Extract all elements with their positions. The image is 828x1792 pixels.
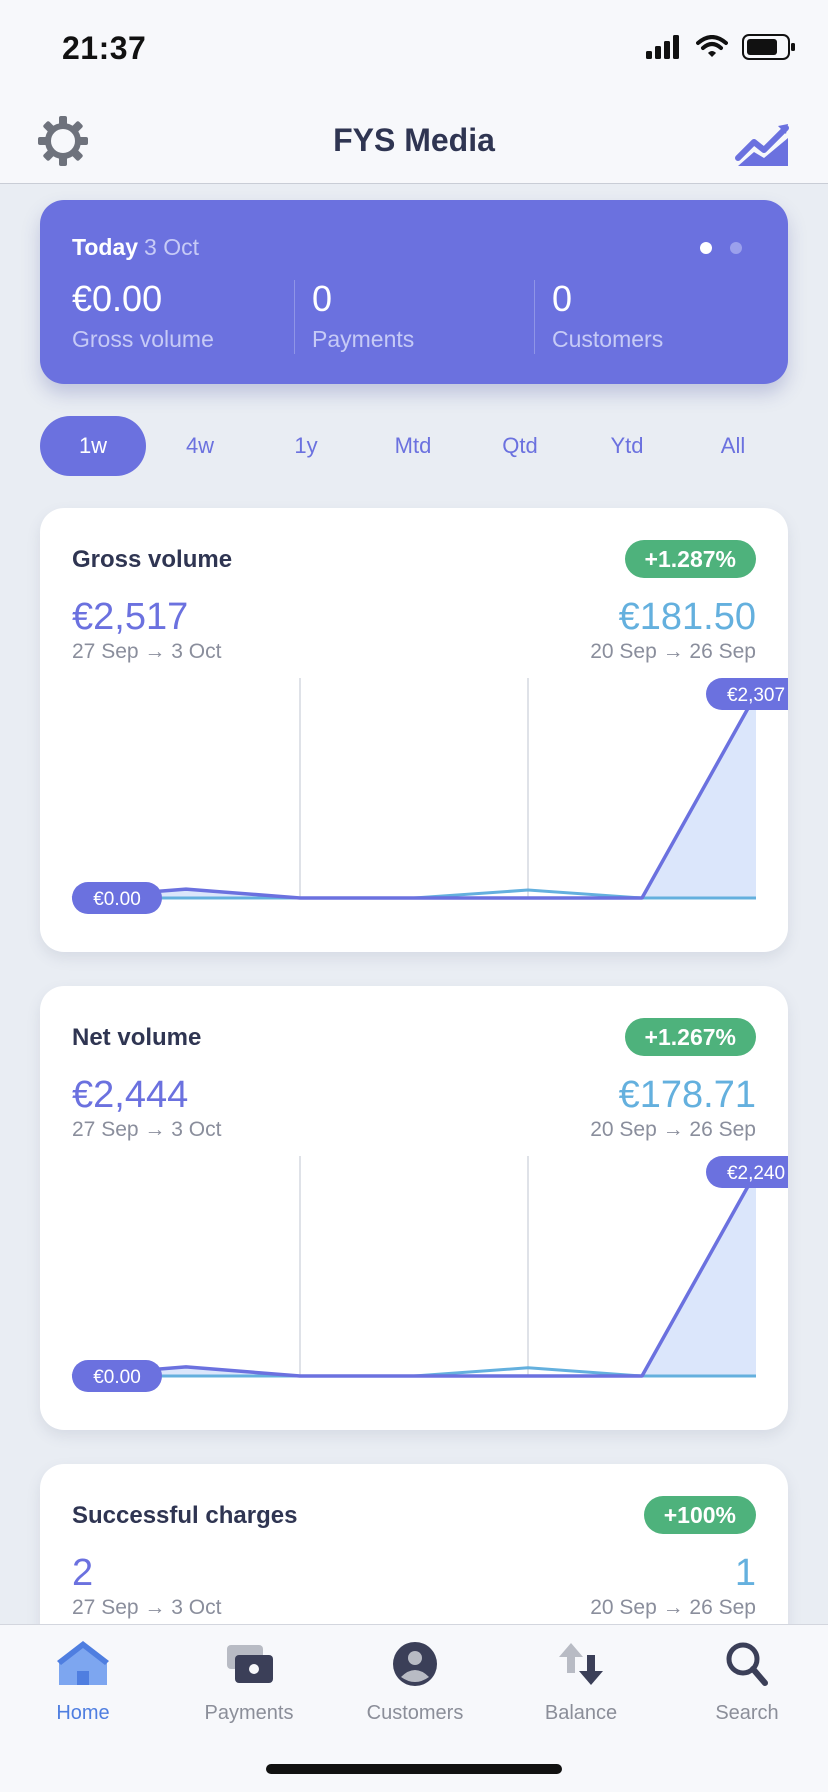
page-indicator <box>700 242 742 254</box>
min-label: €0.00 <box>93 889 141 910</box>
tab-label: Balance <box>544 1702 618 1724</box>
tab-payments[interactable]: Payments <box>166 1639 332 1725</box>
min-label-pill <box>72 1360 162 1392</box>
home-icon <box>57 1641 109 1685</box>
current-range: 27 Sep → 3 Oct <box>72 1596 222 1619</box>
metric-label: Payments <box>312 326 415 352</box>
tab-1w[interactable]: 1w <box>40 416 146 476</box>
summary-gross-volume: €0.00 Gross volume <box>72 278 214 353</box>
summary-payments: 0 Payments <box>312 278 414 353</box>
battery-icon <box>742 34 795 60</box>
tab-balance[interactable]: Balance <box>498 1639 664 1725</box>
max-label: €2,240 <box>727 1163 785 1184</box>
net-volume-card[interactable]: Net volume +1.267% €2,444 €178.71 27 Sep… <box>40 986 788 1430</box>
metric-value: 0 <box>552 278 573 319</box>
change-badge: +1.287% <box>624 540 756 578</box>
tab-label: Home <box>56 1702 110 1724</box>
gross-volume-chart: €2,307 €0.00 <box>71 678 788 914</box>
today-label: Today <box>72 234 139 260</box>
max-label: €2,307 <box>727 685 785 706</box>
max-label-pill <box>706 1156 788 1188</box>
tab-home[interactable]: Home <box>0 1639 166 1725</box>
previous-range: 20 Sep → 26 Sep <box>590 1118 756 1141</box>
summary-customers: 0 Customers <box>552 278 663 353</box>
previous-value: €178.71 <box>618 1074 756 1116</box>
period-tabs: 1w 4w 1y Mtd Qtd Ytd All <box>40 416 788 476</box>
metric-value: €0.00 <box>72 278 163 319</box>
page-dot <box>730 242 742 254</box>
current-value: 2 <box>72 1552 94 1594</box>
card-title: Successful charges <box>72 1502 298 1529</box>
divider <box>294 280 295 354</box>
current-series-line <box>71 1171 758 1378</box>
page-title: FYS Media <box>333 122 495 158</box>
today-summary-card[interactable]: Today 3 Oct €0.00 Gross volume 0 Payments… <box>40 200 788 384</box>
tab-all[interactable]: All <box>720 433 746 458</box>
tab-customers[interactable]: Customers <box>332 1639 498 1725</box>
current-value: €2,517 <box>72 596 189 638</box>
tab-qtd[interactable]: Qtd <box>502 433 538 458</box>
balance-arrows-icon <box>559 1643 603 1685</box>
current-series-area <box>72 694 756 898</box>
status-bar: 21:37 <box>0 0 828 100</box>
change-badge: +1.267% <box>624 1018 756 1056</box>
trend-chart-icon[interactable] <box>734 114 792 168</box>
payments-icon <box>227 1645 273 1683</box>
today-date: 3 Oct <box>144 234 199 260</box>
current-value: €2,444 <box>72 1074 189 1116</box>
signal-icon <box>646 35 679 59</box>
previous-range: 20 Sep → 26 Sep <box>590 640 756 663</box>
card-title: Net volume <box>72 1024 202 1051</box>
tab-label: Payments <box>204 1702 294 1724</box>
current-series-line <box>71 693 758 900</box>
change-badge: +100% <box>643 1496 756 1534</box>
wifi-icon <box>696 35 728 57</box>
gross-volume-card[interactable]: Gross volume +1.287% €2,517 €181.50 27 S… <box>40 508 788 952</box>
tab-mtd[interactable]: Mtd <box>394 433 432 458</box>
tab-label: Search <box>715 1702 779 1724</box>
customer-icon <box>393 1642 437 1686</box>
gear-icon[interactable] <box>36 114 90 168</box>
summary-date: Today 3 Oct <box>72 234 199 261</box>
tab-label: Customers <box>366 1702 464 1724</box>
min-label-pill <box>72 882 162 914</box>
current-range: 27 Sep → 3 Oct <box>72 640 222 663</box>
tab-search[interactable]: Search <box>664 1639 828 1725</box>
tab-ytd[interactable]: Ytd <box>610 433 644 458</box>
search-icon <box>726 1642 768 1686</box>
home-indicator <box>266 1764 562 1774</box>
card-title: Gross volume <box>72 546 233 573</box>
nav-bar: FYS Media <box>0 100 828 184</box>
max-label-pill <box>706 678 788 710</box>
tab-1y[interactable]: 1y <box>294 433 318 458</box>
previous-value: €181.50 <box>618 596 756 638</box>
current-series-area <box>72 1172 756 1376</box>
previous-value: 1 <box>734 1552 756 1594</box>
previous-range: 20 Sep → 26 Sep <box>590 1596 756 1619</box>
min-label: €0.00 <box>93 1367 141 1388</box>
metric-label: Gross volume <box>72 326 214 352</box>
metric-label: Customers <box>552 326 664 352</box>
divider <box>534 280 535 354</box>
page-dot <box>700 242 712 254</box>
net-volume-chart: €2,240 €0.00 <box>71 1156 788 1392</box>
metric-value: 0 <box>312 278 333 319</box>
current-range: 27 Sep → 3 Oct <box>72 1118 222 1141</box>
status-time: 21:37 <box>62 30 147 66</box>
tab-4w[interactable]: 4w <box>185 433 215 458</box>
status-icons <box>646 34 796 60</box>
